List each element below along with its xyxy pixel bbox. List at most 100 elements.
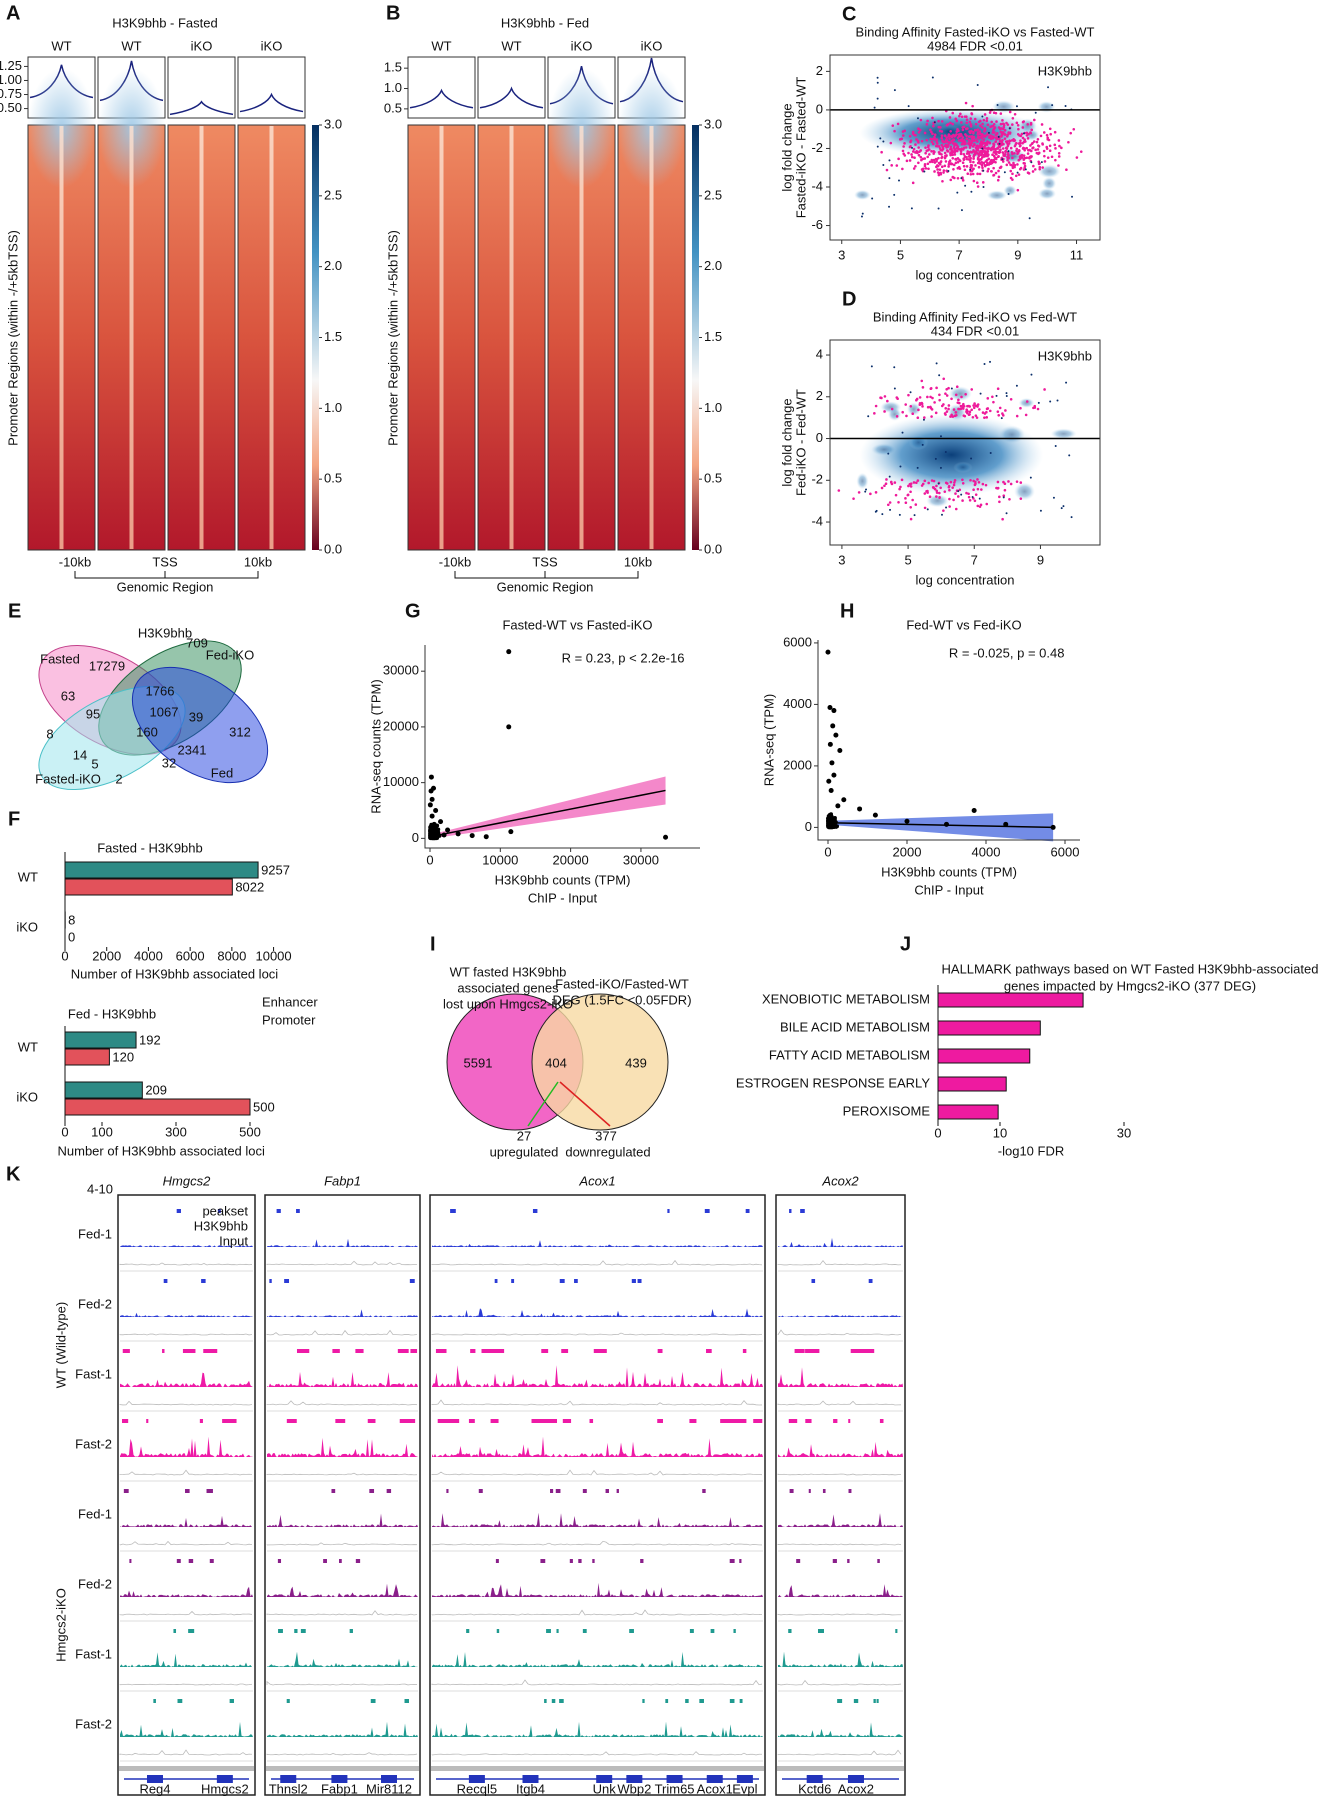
bracket: [454, 571, 639, 579]
row-label: Fed-1: [78, 1506, 112, 1521]
heatmap-tss: [269, 126, 274, 549]
venn-set-label: Fasted-iKO: [35, 771, 101, 786]
density-blob: [854, 189, 871, 200]
column-label: WT: [51, 38, 71, 53]
signal-track: [267, 1721, 418, 1737]
y-axis-label: Promoter Regions (within -/+5kbTSS): [385, 230, 400, 446]
x-tick-label: 10kb: [244, 554, 272, 569]
x-tick-label: -10kb: [59, 554, 92, 569]
bar: [937, 992, 1084, 1008]
value-label: 0: [68, 929, 75, 944]
exon: [522, 1775, 539, 1783]
y-tick-label: 2: [816, 63, 823, 78]
point: [506, 724, 512, 730]
exon: [847, 1775, 864, 1783]
x-axis-label: Genomic Region: [117, 579, 214, 594]
signal-track: [120, 1515, 253, 1527]
plot-area: [837, 360, 1077, 521]
panel-letter: F: [8, 808, 20, 830]
venn-count: 439: [625, 1055, 647, 1070]
profile-box: [167, 56, 236, 119]
connector: [527, 1081, 559, 1127]
input-track: [777, 1543, 902, 1546]
plot-title: 4984 FDR <0.01: [927, 38, 1023, 53]
annotation: R = 0.23, p < 2.2e-16: [562, 650, 685, 665]
x-tick-label: 3: [838, 247, 845, 262]
input-track: [266, 1260, 418, 1266]
gene-annotation: Hmgcs2: [201, 1781, 249, 1796]
category-label: ESTROGEN RESPONSE EARLY: [736, 1075, 930, 1090]
value-label: 500: [253, 1099, 275, 1114]
column-label: iKO: [571, 38, 593, 53]
peakset: [129, 1559, 214, 1563]
y-tick-label: 2000: [783, 757, 812, 772]
venn-count: 39: [189, 709, 203, 724]
venn-count: 5591: [464, 1055, 493, 1070]
peakset: [173, 1629, 195, 1633]
category-label: iKO: [16, 919, 38, 934]
axes: [817, 640, 1080, 841]
x-tick-label: 0: [824, 844, 831, 859]
peakset: [277, 1559, 361, 1563]
density-blob: [1003, 149, 1027, 164]
y-axis-label: log fold change: [779, 103, 794, 191]
gene-band: [119, 1766, 254, 1771]
peakset: [794, 1349, 875, 1353]
point: [837, 748, 843, 754]
venn-i-shapes: [446, 993, 669, 1131]
input-track: [266, 1472, 418, 1476]
value-label: 209: [145, 1082, 167, 1097]
plot-title: 434 FDR <0.01: [931, 323, 1020, 338]
y-tick-label: -2: [811, 472, 823, 487]
signal-track: [778, 1722, 903, 1737]
x-axis-label: H3K9bhb counts (TPM): [495, 872, 631, 887]
track-legend: peakset: [202, 1203, 248, 1218]
category-label: WT: [18, 1039, 38, 1054]
signal-track: [120, 1372, 253, 1387]
input-track: [431, 1469, 763, 1476]
y-tick-label: 4: [816, 346, 823, 361]
timepoint: 4-10: [87, 1181, 113, 1196]
signal-track: [267, 1371, 418, 1387]
y-tick-label: -2: [811, 140, 823, 155]
panel-letter: D: [842, 288, 856, 310]
venn-title: H3K9bhb: [138, 625, 192, 640]
signal-track: [120, 1586, 253, 1597]
x-tick-label: 9: [1014, 247, 1021, 262]
venn-set-label: associated genes: [457, 980, 559, 995]
x-axis-label: log concentration: [915, 572, 1014, 587]
bar: [64, 878, 233, 896]
point: [841, 797, 847, 803]
input-track: [266, 1610, 418, 1616]
gene-annotation: Itgb4: [516, 1781, 545, 1796]
profile-tick-label: 0.5: [384, 100, 402, 115]
plot-frame: [829, 339, 1101, 546]
colorbar-tick-label: 3.0: [324, 116, 342, 131]
value-label: 192: [139, 1032, 161, 1047]
x-tick-label: 8000: [217, 948, 246, 963]
venn-count: 1766: [146, 683, 175, 698]
colorbar-tick-label: 0.0: [704, 541, 722, 556]
gene-title: Fabp1: [324, 1173, 361, 1188]
point: [830, 723, 836, 729]
signal-track: [432, 1651, 763, 1667]
x-tick-label: 0: [61, 1124, 68, 1139]
y-tick-label: 20000: [383, 718, 419, 733]
profile-box: [237, 56, 306, 119]
category-label: FATTY ACID METABOLISM: [769, 1047, 930, 1062]
x-tick-label: 0: [426, 852, 433, 867]
input-track: [119, 1540, 253, 1546]
track-legend: H3K9bhb: [194, 1218, 248, 1233]
chart-title: Fed-WT vs Fed-iKO: [906, 617, 1021, 632]
point: [835, 803, 841, 809]
group-label: WT (Wild-type): [53, 1302, 68, 1388]
x-tick-label: 5: [904, 552, 911, 567]
value-label: 120: [112, 1049, 134, 1064]
point: [506, 649, 512, 655]
point: [428, 774, 434, 780]
point: [508, 829, 514, 835]
input-track: [119, 1400, 253, 1406]
x-tick-label: 9: [1037, 552, 1044, 567]
y-tick-label: 2: [816, 388, 823, 403]
input-track: [431, 1540, 763, 1546]
